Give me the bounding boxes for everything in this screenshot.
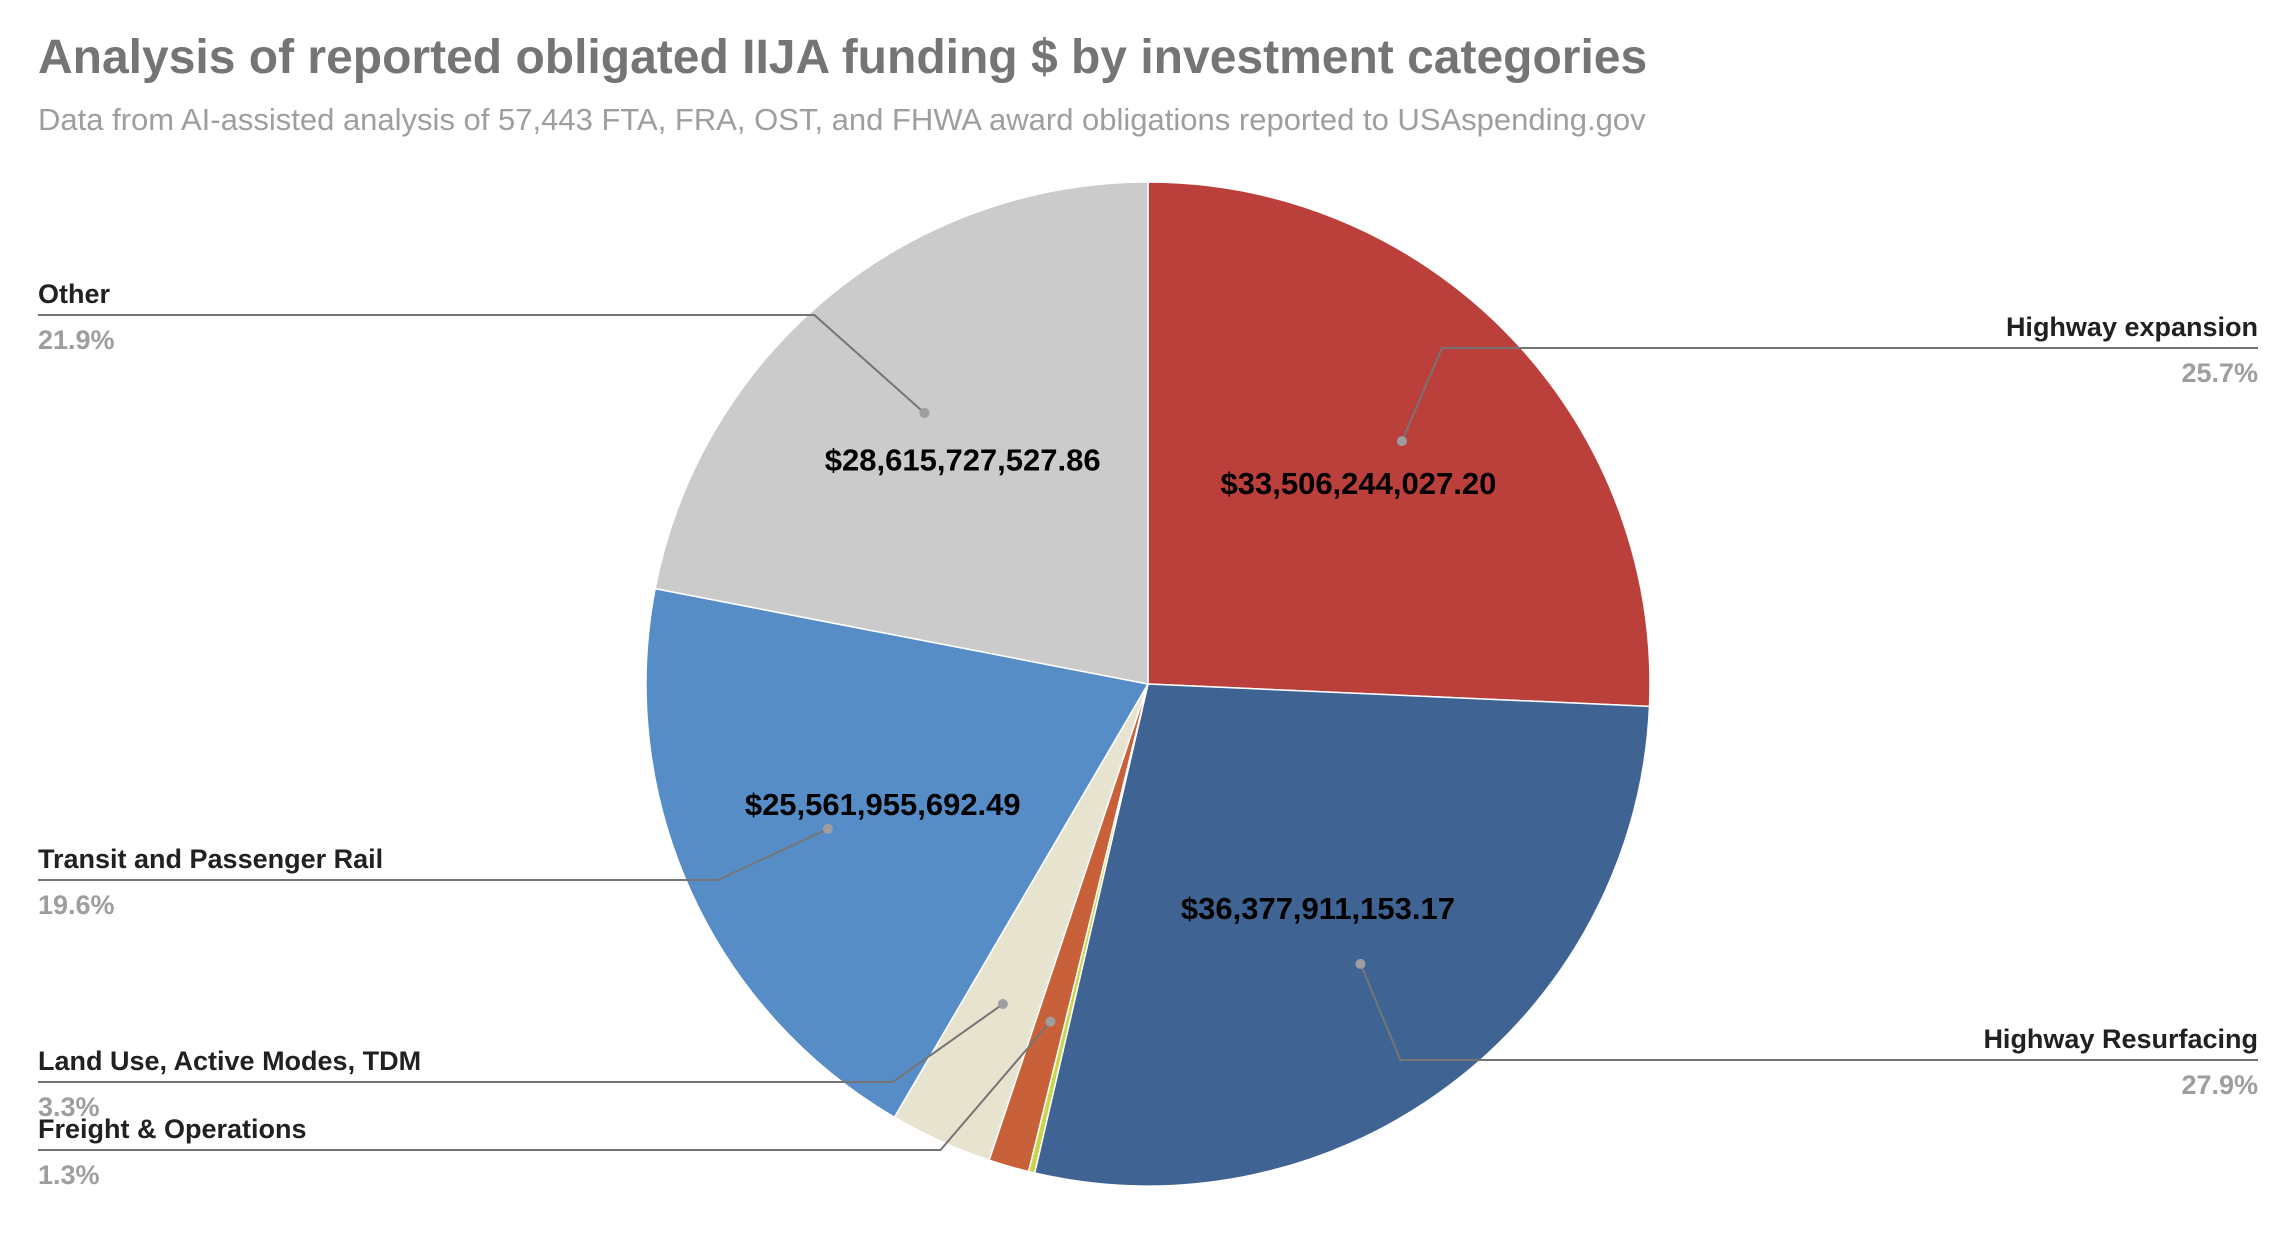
leader-dot-transit-and-passenger-rail [822,823,833,834]
slice-label-land-use-active-modes-tdm: Land Use, Active Modes, TDM [38,1046,421,1076]
slice-label-freight-operations: Freight & Operations [38,1114,307,1144]
chart-subtitle: Data from AI-assisted analysis of 57,443… [38,102,1646,137]
percent-label-highway-resurfacing: 27.9% [2181,1070,2258,1100]
percent-label-land-use-active-modes-tdm: 3.3% [38,1092,100,1122]
leader-line-highway-resurfacing [1359,963,2258,1061]
value-label-transit-and-passenger-rail: $25,561,955,692.49 [745,787,1021,822]
leader-line-other [38,314,926,414]
slice-label-other: Other [38,279,111,309]
chart-title: Analysis of reported obligated IIJA fund… [38,31,1648,84]
pie-slice-other [654,181,1149,685]
value-label-highway-resurfacing: $36,377,911,153.17 [1181,891,1455,926]
leader-line-freight-operations [38,1020,1052,1151]
leader-line-transit-and-passenger-rail [38,828,829,881]
leader-line-land-use-active-modes-tdm [38,1003,1004,1083]
percent-label-highway-expansion: 25.7% [2181,358,2258,388]
pie-slice-highway-resurfacing [1033,683,1651,1187]
value-label-other: $28,615,727,527.86 [825,442,1101,477]
percent-label-transit-and-passenger-rail: 19.6% [38,890,115,920]
leader-dot-highway-resurfacing [1355,958,1366,969]
value-label-highway-expansion: $33,506,244,027.20 [1221,466,1497,501]
leader-line-highway-expansion [1401,347,2258,442]
slice-label-highway-resurfacing: Highway Resurfacing [1983,1024,2258,1054]
slice-label-highway-expansion: Highway expansion [2006,312,2258,342]
leader-dot-land-use-active-modes-tdm [997,999,1008,1010]
pie-slice-transit-and-passenger-rail [645,587,1150,1119]
leader-dot-highway-expansion [1396,436,1407,447]
leader-dot-other [919,407,930,418]
slice-label-transit-and-passenger-rail: Transit and Passenger Rail [38,844,383,874]
percent-label-freight-operations: 1.3% [38,1160,100,1190]
leader-dot-freight-operations [1045,1016,1056,1027]
percent-label-other: 21.9% [38,325,115,355]
